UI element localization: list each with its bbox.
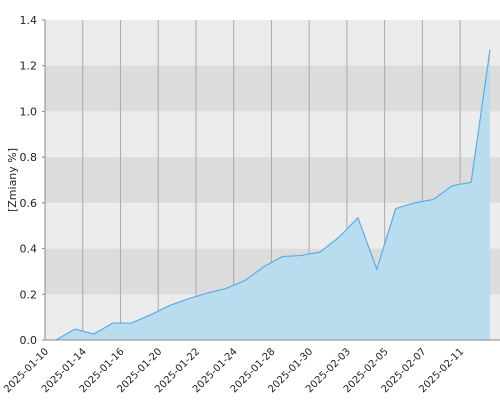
area-line	[55, 49, 491, 341]
y-tick-label: 1.4	[20, 14, 38, 27]
y-tick-label: 0.2	[20, 288, 38, 301]
grid-band	[45, 157, 500, 203]
y-tick-label: 1.2	[20, 60, 38, 73]
y-tick-label: 1.0	[20, 105, 38, 118]
y-axis-label: [Zmiany %]	[6, 148, 19, 212]
grid-band	[45, 65, 500, 112]
y-tick-label: 0.8	[20, 151, 38, 164]
area-fill	[56, 49, 490, 340]
y-tick-label: 0.0	[20, 334, 38, 347]
y-tick-label: 0.4	[20, 243, 38, 256]
y-tick-label: 0.6	[20, 197, 38, 210]
